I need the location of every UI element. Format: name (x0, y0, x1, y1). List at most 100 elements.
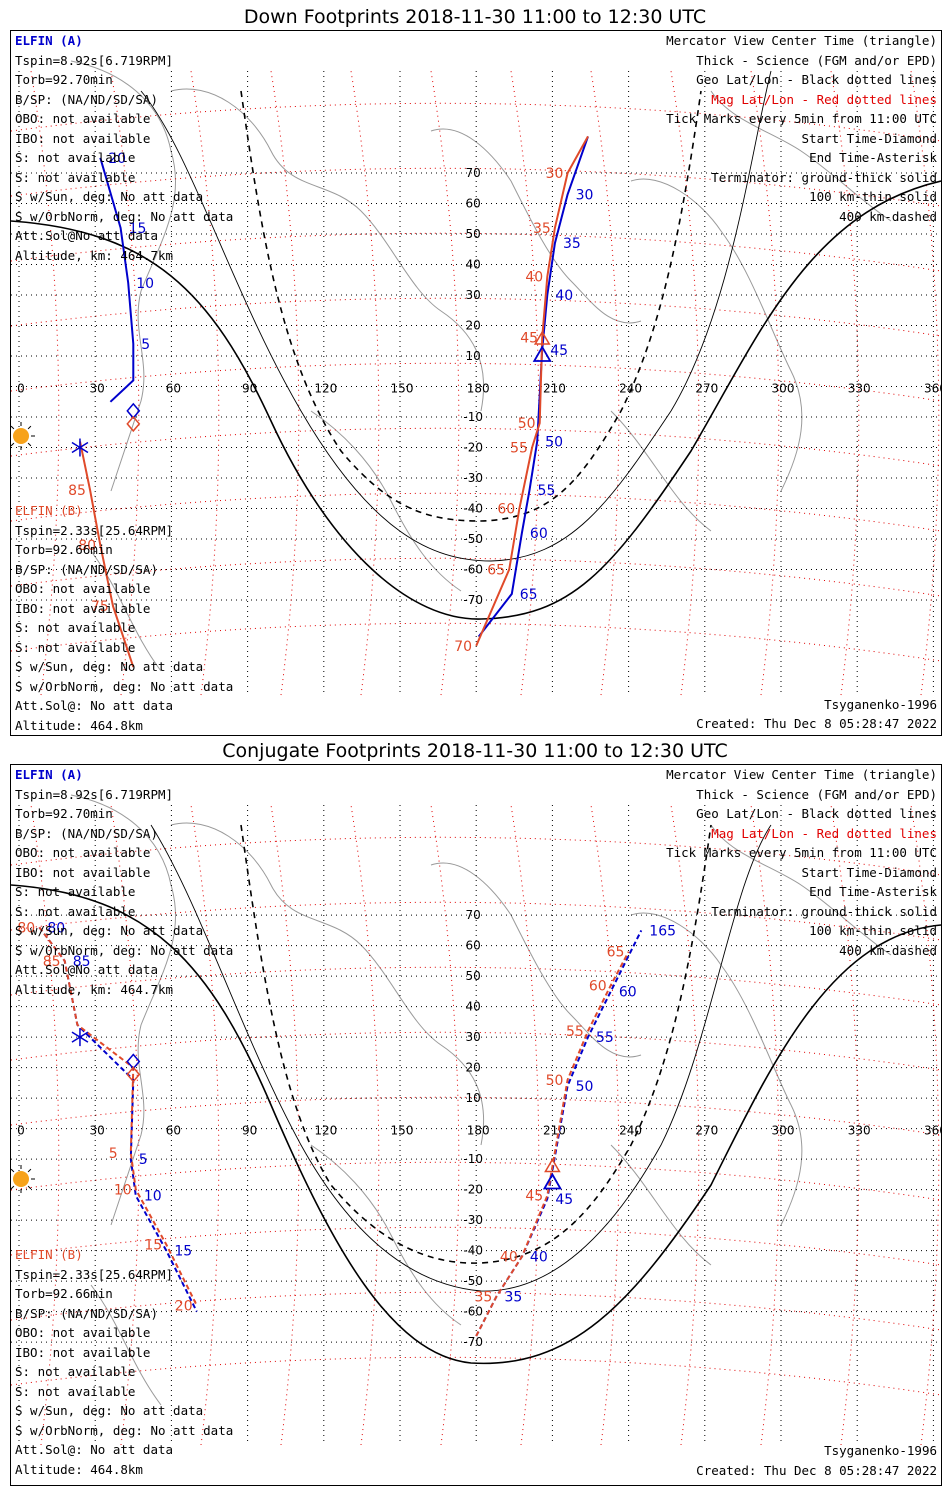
data-label: 45 (550, 343, 568, 359)
info-line: Att.Sol@No att data (15, 228, 158, 243)
end-asterisk (71, 1031, 89, 1043)
conjugate-footprints-panel: Conjugate Footprints 2018-11-30 11:00 to… (0, 736, 950, 1500)
info-line: B/SP: (NA/ND/SD/SA) (15, 561, 158, 577)
coastline (630, 178, 803, 492)
data-label: 5 (139, 1152, 148, 1168)
series-line (99, 157, 135, 403)
data-label: 40 (525, 270, 543, 286)
y-tick-label: 30 (466, 1030, 481, 1044)
y-tick-label: -20 (463, 441, 483, 455)
info-line: B/SP: (NA/ND/SD/SA) (15, 825, 158, 841)
info-line: Altitude, km: 464.7km (15, 247, 174, 263)
y-tick-label: -10 (463, 1152, 483, 1166)
x-tick-label: 210 (543, 382, 566, 396)
data-label: 30 (546, 166, 564, 182)
info-line: Tspin=2.33s[25.64RPM] (15, 1266, 174, 1282)
coastline (70, 794, 177, 1226)
data-label: 60 (589, 978, 607, 994)
x-tick-label: 60 (166, 1124, 181, 1138)
legend-entry: 400 km-dashed (839, 208, 937, 224)
sun-ray (11, 1185, 15, 1190)
data-label: 20 (175, 1299, 193, 1315)
mag-grid-lat (11, 557, 941, 597)
y-tick-label: 40 (466, 1000, 481, 1014)
data-label: 15 (174, 1244, 192, 1260)
map-frame: 0 30 60 90 120 150 180 210 240 270 300 330 360 70 60 50… (10, 764, 942, 1486)
data-label: 85 (43, 954, 61, 970)
x-tick-label: 30 (90, 382, 105, 396)
mag-grid-lat (11, 1031, 941, 1071)
data-label: 85 (68, 483, 86, 499)
legend-entry: Mercator View Center Time (triangle) (666, 33, 937, 48)
info-line: S: not available (15, 1364, 136, 1379)
sun-icon (13, 1171, 29, 1187)
y-tick-label: 60 (466, 939, 481, 953)
created-label: Created: Thu Dec 8 05:28:47 2022 (696, 716, 937, 731)
terminator-400km (240, 824, 712, 1264)
panel-title: Down Footprints 2018-11-30 11:00 to 12:3… (243, 6, 707, 28)
series-line (475, 951, 630, 1337)
legend: Mercator View Center Time (triangle) Thic… (666, 765, 937, 960)
data-label: 45 (525, 1189, 543, 1205)
data-label: 45 (555, 1192, 573, 1208)
data-label: 35 (505, 1289, 523, 1305)
info-line: OBO: not available (15, 845, 151, 860)
info-line: Torb=92.70min (15, 72, 113, 87)
x-tick-label: 90 (242, 1124, 257, 1138)
legend-entry: End Time-Asterisk (809, 150, 937, 165)
info-line: Att.Sol@: No att data (15, 698, 174, 713)
mag-grid-lon (110, 804, 140, 1446)
created-label: Created: Thu Dec 8 05:28:47 2022 (696, 1463, 937, 1478)
mag-grid-lat (11, 836, 941, 876)
mag-grid-lat (11, 167, 941, 207)
y-tick-label: -60 (463, 563, 483, 577)
data-label: 60 (619, 984, 637, 1000)
panel-title: Conjugate Footprints 2018-11-30 11:00 to… (222, 740, 728, 762)
info-line: S w/OrbNorm, deg: No att data (15, 942, 234, 958)
info-line: IBO: not available (15, 600, 151, 616)
x-tick-label: 0 (17, 1124, 25, 1138)
elfin-b-info: ELFIN (B) Tspin=2.33s[25.64RPM] Torb=92.6… (15, 1245, 233, 1479)
info-line: IBO: not available (15, 130, 151, 146)
legend-entry: End Time-Asterisk (809, 884, 937, 899)
x-tick-label: 180 (467, 1124, 490, 1138)
data-label: 50 (545, 434, 563, 450)
mag-grid-lat (11, 1161, 941, 1201)
mag-grid-lon (670, 804, 700, 1446)
x-tick-label: 300 (772, 382, 795, 396)
center-time-triangle (533, 330, 551, 345)
legend-entry: Tick Marks every 5min from 11:00 UTC (666, 111, 937, 126)
info-line: Torb=92.70min (15, 806, 113, 821)
y-tick-label: 30 (466, 288, 481, 302)
x-tick-label: 120 (314, 1124, 337, 1138)
info-line: Altitude: 464.8km (15, 1461, 143, 1477)
y-tick-label: -40 (463, 1244, 483, 1258)
end-asterisk (71, 441, 89, 454)
y-tick-label: -50 (463, 532, 483, 546)
legend: Mercator View Center Time (triangle) Thic… (666, 31, 937, 226)
x-tick-label: 240 (619, 382, 642, 396)
data-label: 40 (555, 288, 573, 304)
coastline (170, 822, 485, 1146)
data-label: 50 (546, 1073, 564, 1089)
series-line (79, 441, 135, 668)
mag-grid-lon (750, 804, 780, 1446)
info-line: OBO: not available (15, 1325, 151, 1340)
center-time-triangle (542, 1172, 562, 1190)
x-tick-label: 210 (543, 1124, 566, 1138)
data-label: 20 (108, 151, 126, 167)
legend-entry: 100 km-thin solid (809, 923, 937, 938)
elfin-b-lines: Tspin=2.33s[25.64RPM] Torb=92.66min B/SP: … (15, 1265, 233, 1480)
mag-grid-lat (11, 622, 941, 662)
series-line (475, 135, 589, 647)
coastline (430, 862, 642, 1058)
start-diamond (126, 1066, 141, 1083)
terminator-ground (11, 180, 941, 620)
y-tick-label: 20 (466, 319, 481, 333)
center-time-triangle (544, 1158, 561, 1173)
legend-entry: Start Time-Diamond (801, 864, 937, 880)
model-label: Tsyganenko-1996 (824, 697, 937, 712)
info-line: OBO: not available (15, 111, 151, 126)
mag-grid-lat (11, 1291, 941, 1331)
mag-grid-lat (11, 427, 941, 467)
